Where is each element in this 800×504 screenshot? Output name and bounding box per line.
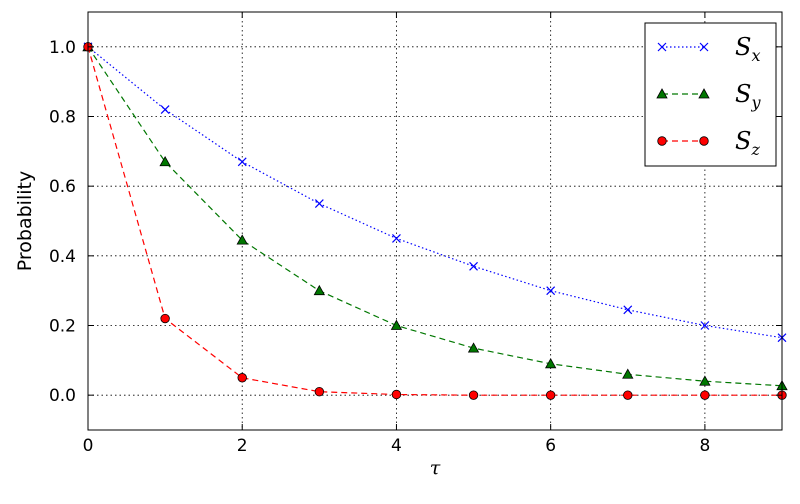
y-tick-label: 1.0 [49,38,76,58]
series-line [87,46,783,387]
data-point [313,284,326,296]
x-axis-label: τ [430,457,441,479]
data-point [390,319,403,330]
legend-label: Sx [735,33,760,65]
series-sx [83,42,787,343]
data-point [391,389,402,400]
y-tick-label: 0.6 [49,177,76,197]
data-point [700,321,710,330]
x-tick-label: 0 [83,436,94,456]
legend-marker [699,42,709,52]
legend-entry: Sz [657,127,760,159]
data-point [160,105,170,114]
data-point [545,390,556,400]
legend-marker [657,136,667,146]
data-point [700,390,710,400]
data-point [237,373,247,383]
data-point [237,157,247,167]
data-point [699,375,711,386]
legend-marker [699,136,709,146]
y-axis-label: Probability [14,171,36,271]
x-tick-label: 4 [391,436,402,456]
data-point [544,357,557,369]
data-point [468,390,479,400]
data-point [392,233,401,243]
data-point [159,155,171,167]
plot-frame [87,11,783,431]
data-point [467,342,480,353]
data-point [314,199,324,209]
y-tick-label: 0.8 [49,108,76,128]
legend-entry: Sx [657,33,760,65]
legend-entry: Sy [656,80,761,112]
ticks: 0 2 4 6 8 0.0 0.2 0.4 0.6 0.8 1.0 [49,12,782,456]
data-point [622,368,634,379]
data-point [469,261,478,271]
legend-label: Sy [735,80,761,112]
x-tick-label: 8 [699,436,710,456]
data-point [623,305,633,315]
data-point [236,234,248,245]
y-tick-label: 0.0 [49,386,76,406]
x-tick-label: 6 [545,436,556,456]
data-point [160,313,170,324]
data-point [623,390,633,400]
y-tick-label: 0.4 [49,247,76,267]
legend-label: Sz [735,127,760,159]
legend: Sx Sy Sz [644,22,777,167]
data-point [546,286,556,296]
legend-marker [698,88,710,99]
y-tick-label: 0.2 [49,317,76,337]
series-layer [82,41,788,400]
data-point [314,386,325,397]
series-line [87,46,782,396]
legend-marker [656,88,668,99]
legend-marker [657,42,667,52]
x-tick-label: 2 [237,436,248,456]
